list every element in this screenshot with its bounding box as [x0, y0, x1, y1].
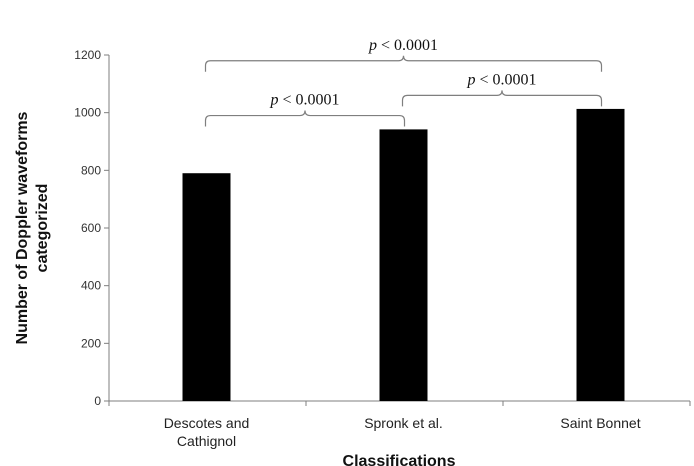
x-tick-label: Spronk et al. [364, 415, 443, 431]
significance-annotations: p < 0.0001 p < 0.0001 p < 0.0001 [204, 37, 603, 127]
y-tick-label: 200 [81, 336, 101, 350]
x-axis-title: Classifications [343, 453, 456, 466]
x-tick-label: Saint Bonnet [560, 415, 640, 431]
bars [182, 108, 625, 401]
y-axis-title: Number of Doppler waveforms categorized [14, 111, 51, 344]
x-tick-label: Descotes and Cathignol [164, 415, 250, 449]
significance-bracket [204, 55, 603, 72]
bar [379, 129, 428, 401]
y-tick-label: 600 [81, 221, 101, 235]
y-tick-label: 1000 [74, 106, 101, 120]
bar [576, 108, 625, 401]
y-tick-label: 1200 [74, 48, 101, 62]
p-value-label: p < 0.0001 [368, 37, 438, 54]
p-value-label: p < 0.0001 [466, 71, 536, 88]
y-tick-label: 400 [81, 279, 101, 293]
p-value-label: p < 0.0001 [269, 92, 339, 109]
axis-labels: Descotes and Cathignol Spronk et al. Saint … [14, 111, 641, 466]
significance-bracket [204, 110, 406, 127]
bar [182, 173, 231, 401]
y-tick-label: 800 [81, 163, 101, 177]
significance-bracket [401, 90, 603, 107]
y-tick-label: 0 [94, 394, 101, 408]
